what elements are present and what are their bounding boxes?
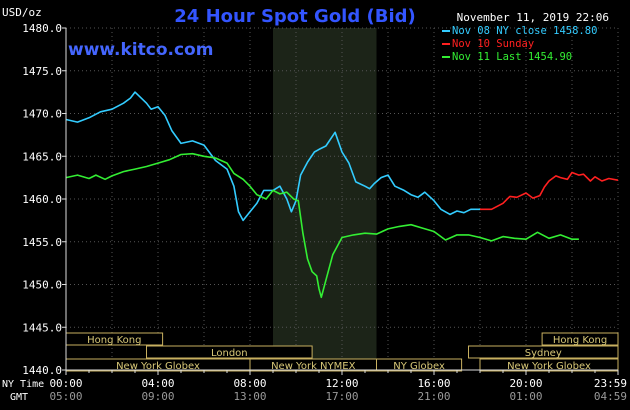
- gmt-label: GMT: [10, 392, 28, 403]
- y-tick-label: 1475.0: [22, 65, 62, 78]
- x-tick-label-ny: 08:00: [233, 377, 266, 390]
- x-tick-label-gmt: 04:59: [594, 390, 627, 403]
- market-session: London: [146, 345, 313, 359]
- x-tick-label-gmt: 01:00: [509, 390, 542, 403]
- y-tick-label: 1440.0: [22, 364, 62, 377]
- y-unit-label: USD/oz: [2, 6, 42, 19]
- market-session: NY Globex: [376, 358, 463, 372]
- x-tick-label-gmt: 05:00: [49, 390, 82, 403]
- legend-entry: Nov 11 Last 1454.90: [452, 51, 572, 63]
- x-tick-label-gmt: 21:00: [417, 390, 450, 403]
- source-url[interactable]: www.kitco.com: [68, 40, 213, 60]
- legend-entry: Nov 10 Sunday: [452, 38, 534, 50]
- series-layer: [65, 91, 619, 299]
- x-tick-label-gmt: 13:00: [233, 390, 266, 403]
- market-session-bar: [376, 358, 463, 372]
- market-session-label: Hong Kong: [553, 335, 607, 346]
- y-tick-label: 1450.0: [22, 279, 62, 292]
- x-tick-label-ny: 20:00: [509, 377, 542, 390]
- market-session-label: New York NYMEX: [271, 361, 356, 372]
- y-tick-label: 1445.0: [22, 321, 62, 334]
- legend-entry: Nov 08 NY close 1458.80: [452, 25, 597, 37]
- axes: 1480.0 1475.0 1470.0 1465.0 1460.0 1455.0 1450…: [22, 22, 627, 403]
- y-tick-label: 1470.0: [22, 108, 62, 121]
- y-tick-label: 1465.0: [22, 150, 62, 163]
- market-session-label: London: [211, 348, 248, 359]
- market-session: Hong Kong: [65, 332, 164, 346]
- market-session-bar: [541, 332, 619, 346]
- market-session-label: New York Globex: [507, 361, 591, 372]
- x-tick-label-ny: 23:59: [594, 377, 627, 390]
- ny-time-label: NY Time: [2, 379, 44, 390]
- market-session-label: Hong Kong: [87, 335, 141, 346]
- market-session-label: NY Globex: [393, 361, 445, 372]
- series-line: [65, 91, 480, 222]
- market-session: Hong Kong: [541, 332, 619, 346]
- series-line: [480, 171, 619, 211]
- x-tick-label-gmt: 09:00: [141, 390, 174, 403]
- market-session-bar: [468, 345, 619, 359]
- series-line: [65, 152, 579, 299]
- y-tick-label: 1455.0: [22, 236, 62, 249]
- market-session-label: Sydney: [525, 348, 562, 359]
- market-session: Sydney: [468, 345, 619, 359]
- x-tick-label-ny: 00:00: [49, 377, 82, 390]
- chart-title: 24 Hour Spot Gold (Bid): [174, 6, 415, 27]
- shaded-session-band: [273, 28, 377, 370]
- market-session-label: New York Globex: [116, 361, 200, 372]
- x-tick-label-gmt: 17:00: [325, 390, 358, 403]
- session-shade-layer: [273, 28, 377, 370]
- y-tick-label: 1480.0: [22, 22, 62, 35]
- timestamp: November 11, 2019 22:06: [457, 11, 609, 24]
- y-tick-label: 1460.0: [22, 193, 62, 206]
- x-tick-label-ny: 04:00: [141, 377, 174, 390]
- market-sessions: Hong Kong Hong Kong London Sydney New York G…: [65, 332, 619, 372]
- market-session-bar: [146, 345, 313, 359]
- x-tick-label-ny: 12:00: [325, 377, 358, 390]
- x-tick-label-ny: 16:00: [417, 377, 450, 390]
